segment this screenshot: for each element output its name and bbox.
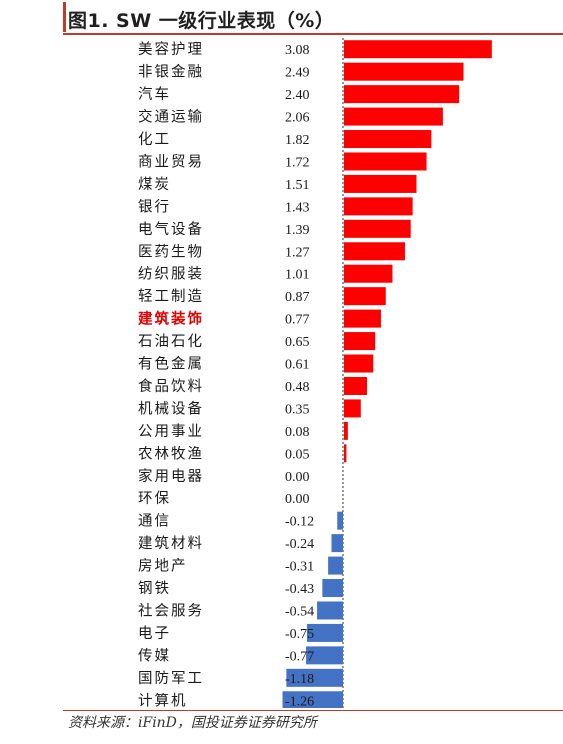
category-label: 有色金属 (138, 356, 204, 373)
category-label: 食品饮料 (138, 378, 204, 395)
value-label: -0.54 (285, 604, 314, 619)
category-label: 医药生物 (138, 243, 204, 260)
category-label: 美容护理 (138, 41, 204, 58)
value-label: 0.48 (285, 380, 310, 395)
category-label: 公用事业 (138, 423, 204, 440)
value-label: -0.77 (285, 649, 314, 664)
value-label: -0.75 (285, 627, 314, 642)
source-divider (63, 710, 563, 711)
bar-12 (344, 309, 381, 328)
value-label: -1.26 (285, 694, 314, 708)
bar-7 (344, 197, 413, 216)
category-label: 汽车 (138, 86, 171, 103)
value-label: 3.08 (285, 43, 310, 58)
bar-5 (344, 152, 427, 171)
category-label: 煤炭 (138, 176, 171, 193)
value-label: 1.51 (285, 178, 310, 193)
category-label: 社会服务 (138, 602, 204, 619)
value-label: -0.31 (285, 560, 314, 575)
category-label: 纺织服装 (138, 266, 204, 283)
bar-0 (344, 40, 492, 59)
category-label: 电子 (138, 625, 171, 642)
value-label: -0.24 (285, 537, 314, 552)
category-label: 传媒 (138, 647, 171, 664)
category-label: 房地产 (138, 558, 188, 575)
bar-26 (307, 623, 343, 642)
category-label: 环保 (138, 490, 171, 507)
value-label: 0.65 (285, 335, 310, 350)
category-label: 计算机 (138, 692, 188, 708)
category-label: 家用电器 (138, 468, 204, 485)
bar-28 (286, 668, 343, 687)
bar-18 (344, 444, 347, 463)
bar-8 (344, 219, 411, 238)
value-label: -0.12 (285, 515, 314, 530)
category-label: 农林牧渔 (138, 445, 204, 462)
value-label: 0.05 (285, 447, 310, 462)
category-label: 电气设备 (138, 221, 204, 238)
category-label: 化工 (138, 131, 171, 148)
category-label: 通信 (138, 513, 171, 530)
category-label: 机械设备 (138, 400, 204, 417)
category-label: 石油石化 (138, 333, 204, 350)
category-label: 银行 (138, 198, 171, 215)
bar-17 (344, 421, 348, 440)
value-label: 2.49 (285, 66, 310, 81)
value-label: 0.61 (285, 358, 310, 373)
value-label: 0.00 (285, 470, 310, 485)
bar-29 (282, 691, 343, 708)
bar-21 (337, 511, 343, 530)
value-label: -0.43 (285, 582, 314, 597)
value-label: 1.43 (285, 200, 310, 215)
value-label: 1.01 (285, 268, 310, 283)
category-label: 交通运输 (138, 108, 204, 126)
bar-9 (344, 242, 405, 261)
category-label: 建筑材料 (138, 535, 204, 552)
bar-16 (344, 399, 361, 418)
category-label: 建筑装饰 (138, 310, 204, 328)
title-accent (63, 2, 66, 32)
bar-6 (344, 174, 417, 193)
category-label: 轻工制造 (138, 288, 204, 305)
bar-3 (344, 107, 443, 126)
bar-24 (322, 579, 343, 598)
value-label: 0.77 (285, 313, 310, 328)
value-label: 2.40 (285, 88, 310, 103)
source-note: 资料来源：iFinD，国投证券证券研究所 (68, 715, 317, 731)
title-underline (63, 33, 563, 35)
value-label: 0.00 (285, 492, 310, 507)
category-label: 非银金融 (138, 64, 204, 81)
bar-27 (306, 646, 343, 665)
bar-23 (328, 556, 343, 575)
value-label: 2.06 (285, 111, 310, 126)
bar-chart: 美容护理 3.08 非银金融 2.49 汽车 2.40 交通运输 2.06 化工 1.82 商业贸易… (138, 38, 492, 708)
value-label: 1.72 (285, 155, 310, 170)
bar-22 (331, 534, 343, 553)
chart-title: 图1. SW 一级行业表现（%） (68, 10, 335, 32)
bar-1 (344, 62, 464, 81)
value-label: 0.87 (285, 290, 310, 305)
value-label: 0.35 (285, 402, 310, 417)
category-label: 国防军工 (138, 670, 204, 687)
bar-25 (317, 601, 343, 620)
category-label: 商业贸易 (138, 153, 204, 170)
value-label: 1.82 (285, 133, 310, 148)
bar-10 (344, 264, 393, 283)
bar-14 (344, 354, 374, 373)
value-label: 1.39 (285, 223, 310, 238)
bar-2 (344, 85, 460, 104)
bar-15 (344, 376, 368, 395)
category-label: 钢铁 (138, 580, 171, 597)
value-label: 0.08 (285, 425, 310, 440)
value-label: 1.27 (285, 245, 310, 260)
bar-11 (344, 287, 386, 306)
value-label: -1.18 (285, 672, 314, 687)
title-bar: 图1. SW 一级行业表现（%） (0, 0, 563, 36)
bar-4 (344, 130, 432, 149)
bar-13 (344, 332, 376, 351)
